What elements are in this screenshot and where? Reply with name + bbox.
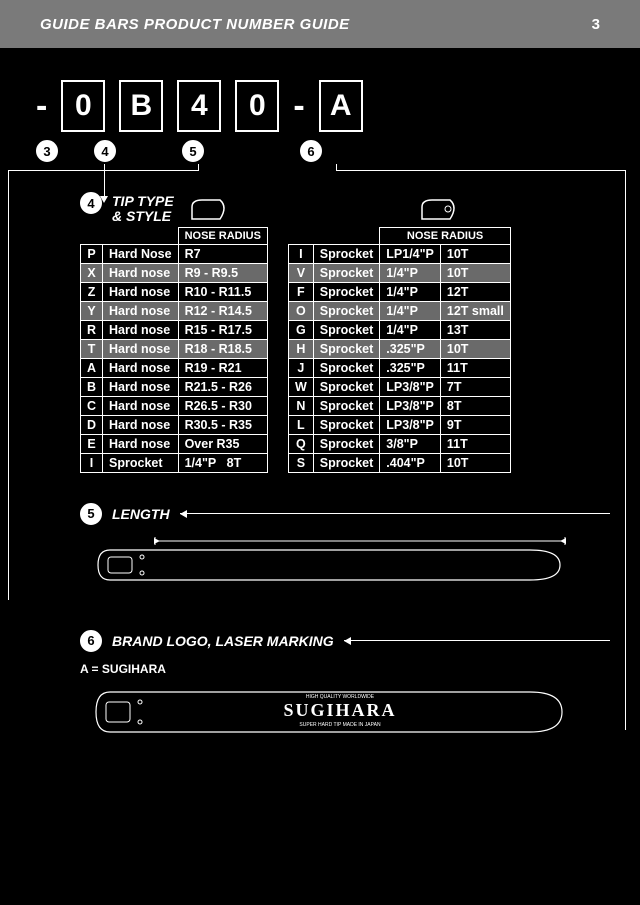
label-row: 3 4 5 6 xyxy=(36,140,322,162)
table-row: DHard noseR30.5 - R35 xyxy=(81,415,268,434)
page-number: 3 xyxy=(592,16,600,33)
section-4: 4 TIP TYPE & STYLE NOSE RADIUS PHard Nos… xyxy=(0,192,640,473)
table-row: ISprocket1/4"P 8T xyxy=(81,453,268,472)
guide-bar-brand: SUGIHARA HIGH QUALITY WORLDWIDE SUPER HA… xyxy=(90,682,570,742)
label-4: 4 xyxy=(94,140,116,162)
header-bar: GUIDE BARS PRODUCT NUMBER GUIDE 3 xyxy=(0,0,640,48)
conn-6b xyxy=(336,170,626,171)
svg-text:HIGH QUALITY WORLDWIDE: HIGH QUALITY WORLDWIDE xyxy=(306,694,375,700)
code-box-2: B xyxy=(119,80,163,132)
table-row: THard noseR18 - R18.5 xyxy=(81,339,268,358)
length-arrow-line xyxy=(180,513,610,514)
code-box-5: A xyxy=(319,80,363,132)
product-code-row: - 0 B 4 0 - A xyxy=(0,48,640,132)
table-row: JSprocket.325"P11T xyxy=(288,358,510,377)
label-5: 5 xyxy=(182,140,204,162)
conn-5b xyxy=(8,170,199,171)
conn-5c xyxy=(8,170,9,600)
sprocket-nose-icon xyxy=(420,197,460,223)
label-6-header: 6 xyxy=(80,630,102,652)
hard-nose-icon xyxy=(190,197,230,223)
table-row: QSprocket3/8"P11T xyxy=(288,434,510,453)
conn-6c xyxy=(625,170,626,730)
page-title: GUIDE BARS PRODUCT NUMBER GUIDE xyxy=(40,16,350,33)
table-row: PHard NoseR7 xyxy=(81,244,268,263)
code-box-3: 4 xyxy=(177,80,221,132)
table-row: AHard noseR19 - R21 xyxy=(81,358,268,377)
table-row: LSprocketLP3/8"P9T xyxy=(288,415,510,434)
table-row: FSprocket1/4"P12T xyxy=(288,282,510,301)
label-3: 3 xyxy=(36,140,58,162)
table-row: BHard noseR21.5 - R26 xyxy=(81,377,268,396)
section-5: 5 LENGTH xyxy=(0,503,640,600)
tip-type-title: TIP TYPE & STYLE xyxy=(112,194,174,225)
table-row: GSprocket1/4"P13T xyxy=(288,320,510,339)
svg-text:SUPER HARD TIP MADE IN JAPAN: SUPER HARD TIP MADE IN JAPAN xyxy=(299,722,381,728)
table-row: RHard noseR15 - R17.5 xyxy=(81,320,268,339)
code-box-4: 0 xyxy=(235,80,279,132)
label-4-header: 4 xyxy=(80,192,102,214)
table-row: NSprocketLP3/8"P8T xyxy=(288,396,510,415)
table-row: ISprocketLP1/4"P10T xyxy=(288,244,510,263)
table-row: WSprocketLP3/8"P7T xyxy=(288,377,510,396)
brand-title: BRAND LOGO, LASER MARKING xyxy=(112,633,334,649)
guide-bar-outline xyxy=(90,535,570,595)
brand-arrow-line xyxy=(344,640,610,641)
table-row: VSprocket1/4"P10T xyxy=(288,263,510,282)
tip-type-table-2: NOSE RADIUS ISprocketLP1/4"P10TVSprocket… xyxy=(288,227,511,473)
label-6: 6 xyxy=(300,140,322,162)
table-row: SSprocket.404"P10T xyxy=(288,453,510,472)
table-row: XHard noseR9 - R9.5 xyxy=(81,263,268,282)
length-title: LENGTH xyxy=(112,506,170,522)
code-dash: - xyxy=(293,87,304,126)
tip-type-table-1: NOSE RADIUS PHard NoseR7XHard noseR9 - R… xyxy=(80,227,268,473)
section-6: 6 BRAND LOGO, LASER MARKING A = SUGIHARA… xyxy=(0,630,640,747)
table-row: CHard noseR26.5 - R30 xyxy=(81,396,268,415)
table-row: ZHard noseR10 - R11.5 xyxy=(81,282,268,301)
table-row: HSprocket.325"P10T xyxy=(288,339,510,358)
code-box-1: 0 xyxy=(61,80,105,132)
table-row: EHard noseOver R35 xyxy=(81,434,268,453)
brand-note: A = SUGIHARA xyxy=(80,662,610,676)
table-row: YHard noseR12 - R14.5 xyxy=(81,301,268,320)
table-row: OSprocket1/4"P12T small xyxy=(288,301,510,320)
svg-text:SUGIHARA: SUGIHARA xyxy=(283,700,396,720)
label-5-header: 5 xyxy=(80,503,102,525)
